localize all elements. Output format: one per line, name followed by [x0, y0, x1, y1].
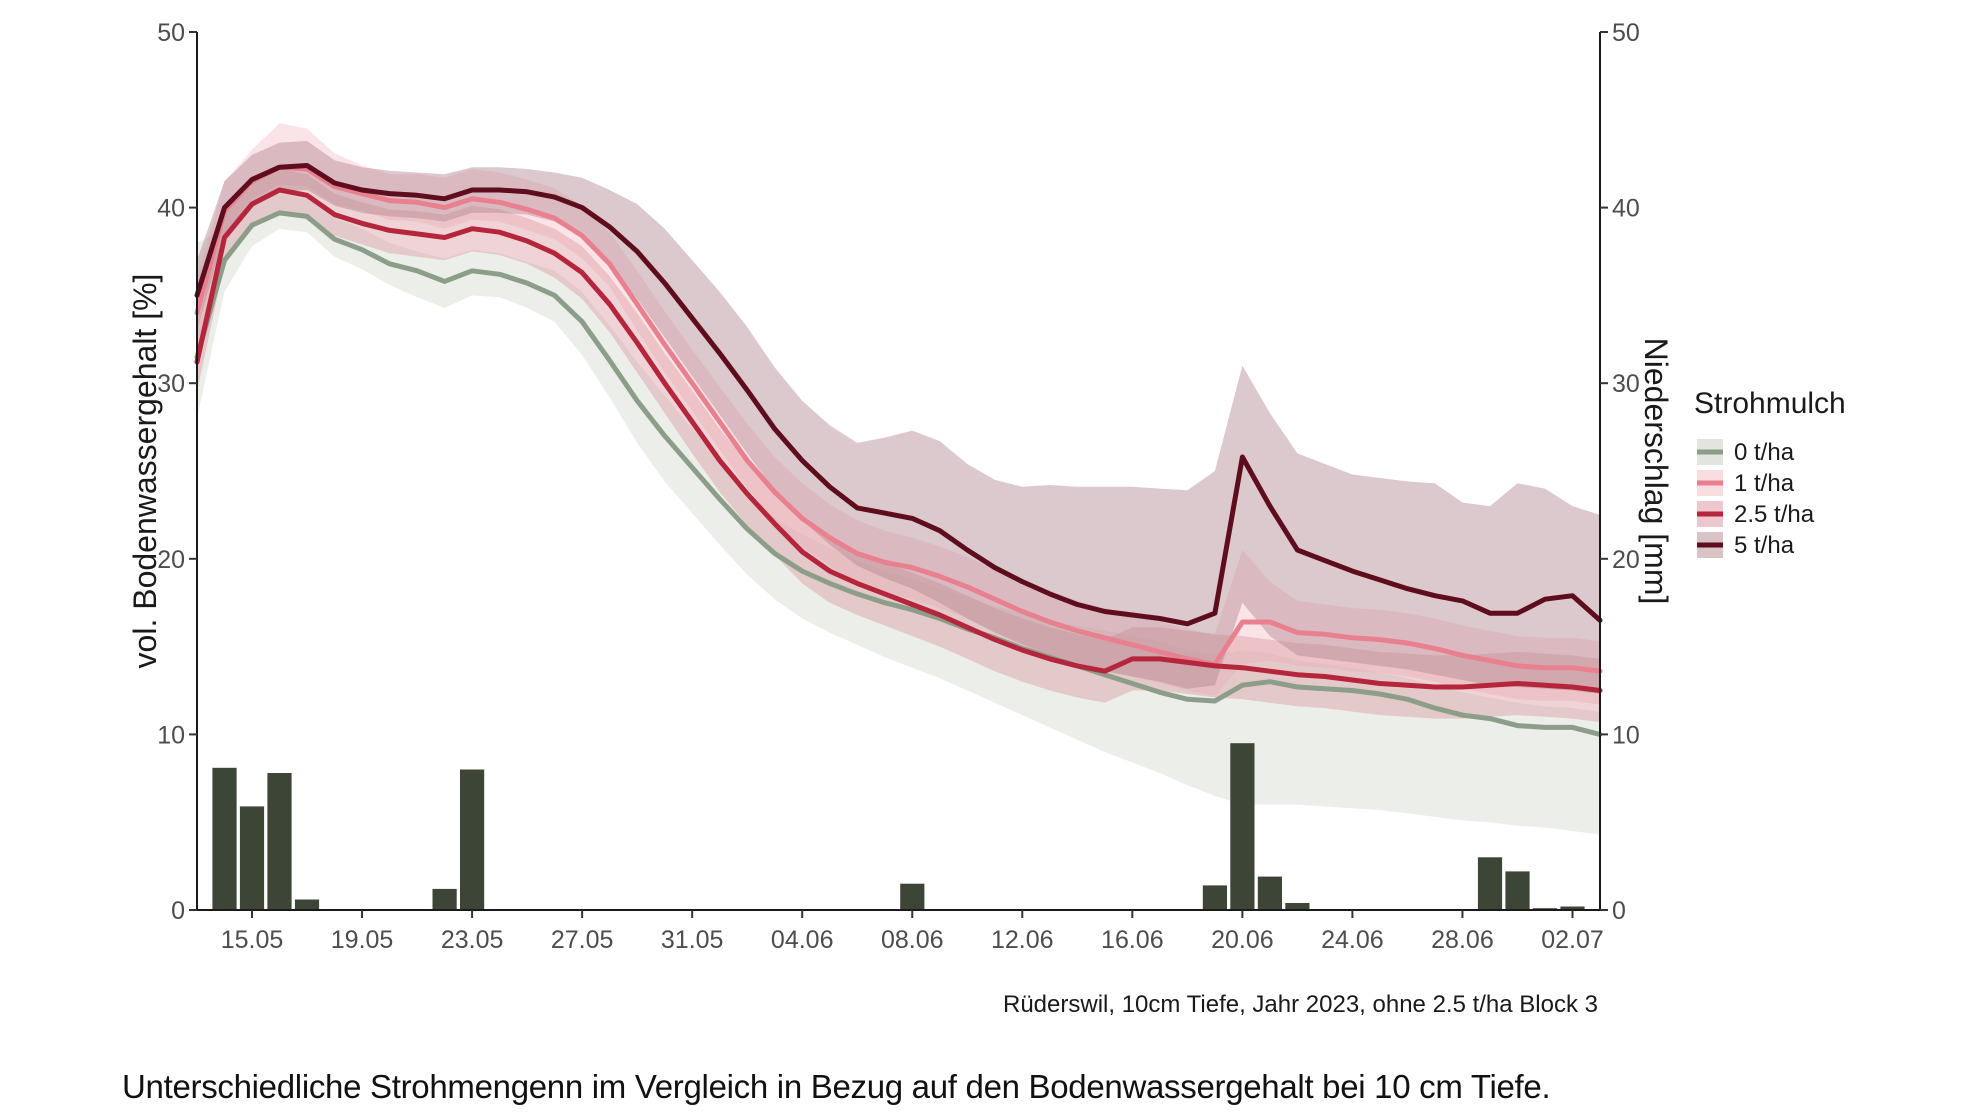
y-right-tick-label: 10	[1612, 721, 1640, 749]
y-tick-label: 30	[157, 370, 185, 398]
legend-label: 5 t/ha	[1734, 532, 1795, 559]
line-2-5-t-ha	[194, 187, 1603, 693]
x-tick-label: 31.05	[661, 926, 724, 954]
band-0-t-ha	[197, 193, 1600, 835]
legend-title: Strohmulch	[1694, 387, 1846, 420]
precipitation-bar	[1477, 857, 1503, 910]
precipitation-bar	[1257, 876, 1282, 910]
precipitation-bars	[212, 743, 1585, 910]
x-tick-label: 24.06	[1321, 926, 1384, 954]
legend-label: 2.5 t/ha	[1734, 501, 1815, 528]
figure-caption: Unterschiedliche Strohmengenn im Verglei…	[122, 1068, 1551, 1105]
x-tick-label: 08.06	[881, 926, 944, 954]
y-tick-label: 20	[157, 546, 185, 574]
y-right-tick-label: 0	[1612, 897, 1626, 925]
legend: Strohmulch 0 t/ha 1 t/ha 2.5 t/ha 5 t/ha	[1694, 387, 1846, 559]
y-right-tick-label: 50	[1612, 19, 1640, 47]
chart: 0 10 20 30 40 50 0 10 20 30 40 50 15.05 19.05 23.05 27.…	[127, 19, 1846, 1018]
chart-subtitle: Rüderswil, 10cm Tiefe, Jahr 2023, ohne 2…	[1003, 991, 1598, 1018]
x-tick-label: 19.05	[331, 926, 394, 954]
band-1-t-ha	[197, 123, 1600, 705]
y-tick-label: 10	[157, 721, 185, 749]
confidence-bands	[197, 123, 1600, 835]
x-tick-label: 02.07	[1541, 926, 1604, 954]
y-right-tick-label: 40	[1612, 195, 1640, 223]
line-1-t-ha	[194, 164, 1603, 674]
x-tick-label: 20.06	[1211, 926, 1274, 954]
y-axis-title: vol. Bodenwassergehalt [%]	[127, 274, 163, 669]
precipitation-bar	[212, 767, 237, 910]
y-tick-label: 0	[171, 897, 185, 925]
precipitation-bar	[1230, 743, 1255, 910]
y-right-tick-label: 30	[1612, 370, 1640, 398]
precipitation-bar	[460, 769, 485, 910]
precipitation-bar	[900, 883, 925, 910]
series-lines	[194, 163, 1603, 737]
x-tick-label: 23.05	[441, 926, 504, 954]
x-tick-label: 15.05	[221, 926, 284, 954]
legend-label: 1 t/ha	[1734, 470, 1795, 497]
y-axis-right-title: Niederschlag [mm]	[1638, 338, 1674, 605]
line-0-t-ha	[194, 210, 1603, 737]
precipitation-bar	[239, 806, 265, 910]
x-tick-label: 28.06	[1431, 926, 1494, 954]
band-2-5-t-ha	[197, 169, 1600, 723]
legend-items: 0 t/ha 1 t/ha 2.5 t/ha 5 t/ha	[1697, 439, 1815, 559]
band-5-t-ha	[197, 140, 1600, 694]
y-tick-label: 50	[157, 19, 185, 47]
x-tick-label: 16.06	[1101, 926, 1164, 954]
x-tick-label: 12.06	[991, 926, 1054, 954]
line-5-t-ha	[194, 163, 1603, 627]
x-tick-label: 04.06	[771, 926, 834, 954]
x-tick-label: 27.05	[551, 926, 614, 954]
y-tick-label: 40	[157, 195, 185, 223]
precipitation-bar	[1285, 903, 1310, 910]
axes: 0 10 20 30 40 50 0 10 20 30 40 50 15.05 19.05 23.05 27.…	[157, 19, 1640, 954]
precipitation-bar	[1560, 906, 1585, 910]
precipitation-bar	[1202, 885, 1227, 910]
legend-label: 0 t/ha	[1734, 439, 1795, 466]
precipitation-bar	[1505, 871, 1530, 910]
y-right-tick-label: 20	[1612, 546, 1640, 574]
precipitation-bar	[432, 888, 457, 910]
precipitation-bar	[294, 899, 320, 910]
precipitation-bar	[267, 773, 292, 910]
